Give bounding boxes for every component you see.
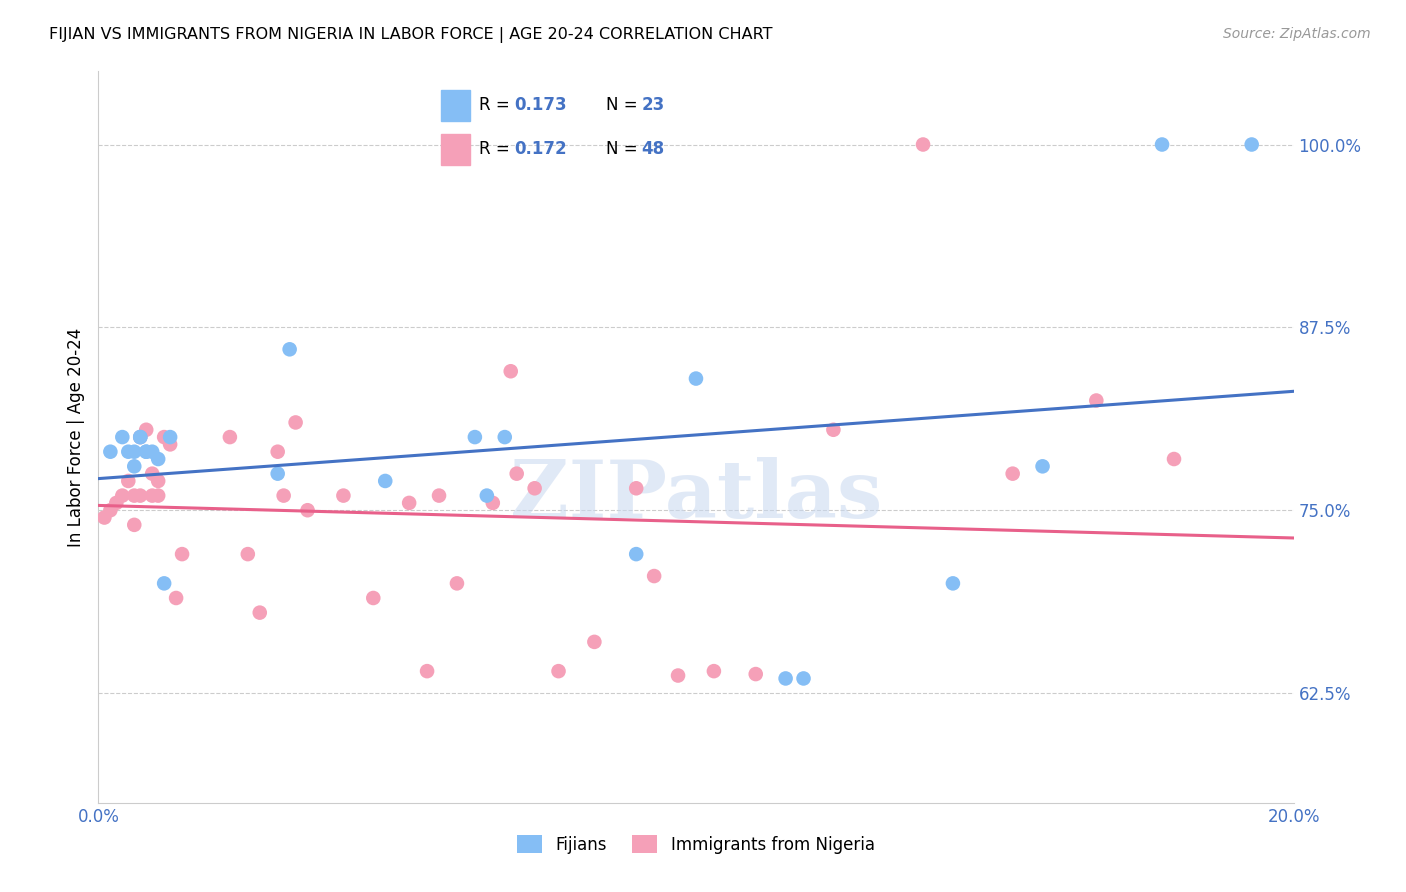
Point — [98, 444, 122, 458]
Point — [475, 489, 498, 503]
Point — [499, 364, 522, 378]
Point — [1163, 452, 1185, 467]
Point — [129, 489, 152, 503]
Point — [135, 423, 157, 437]
Text: 0.172: 0.172 — [515, 140, 567, 158]
Point — [278, 343, 301, 357]
Point — [942, 576, 965, 591]
Bar — [440, 89, 470, 120]
Text: N =: N = — [606, 140, 643, 158]
Point — [1032, 459, 1054, 474]
Point — [129, 430, 152, 444]
Point — [363, 591, 385, 605]
Point — [823, 423, 845, 437]
Point — [1085, 393, 1108, 408]
Point — [148, 489, 170, 503]
Point — [464, 430, 486, 444]
Point — [98, 503, 122, 517]
Point — [165, 591, 187, 605]
Point — [141, 467, 163, 481]
Text: N =: N = — [606, 96, 643, 114]
Text: 48: 48 — [641, 140, 665, 158]
Text: R =: R = — [479, 140, 515, 158]
Point — [494, 430, 516, 444]
Point — [1240, 137, 1263, 152]
Point — [124, 517, 146, 532]
Point — [153, 576, 176, 591]
Point — [153, 430, 176, 444]
Point — [775, 672, 797, 686]
Point — [267, 444, 290, 458]
Legend: Fijians, Immigrants from Nigeria: Fijians, Immigrants from Nigeria — [510, 829, 882, 860]
Point — [267, 467, 290, 481]
Point — [141, 489, 163, 503]
Point — [297, 503, 319, 517]
Point — [159, 437, 181, 451]
Point — [1152, 137, 1174, 152]
Point — [666, 668, 689, 682]
Text: R =: R = — [479, 96, 515, 114]
Point — [643, 569, 665, 583]
Text: FIJIAN VS IMMIGRANTS FROM NIGERIA IN LABOR FORCE | AGE 20-24 CORRELATION CHART: FIJIAN VS IMMIGRANTS FROM NIGERIA IN LAB… — [49, 27, 773, 43]
Point — [583, 635, 606, 649]
Point — [793, 672, 815, 686]
Text: 23: 23 — [641, 96, 665, 114]
Point — [159, 430, 181, 444]
Point — [523, 481, 546, 495]
Point — [93, 510, 115, 524]
Point — [249, 606, 271, 620]
Point — [703, 664, 725, 678]
Point — [129, 430, 152, 444]
Point — [135, 444, 157, 458]
Point — [547, 664, 569, 678]
Point — [284, 416, 307, 430]
Text: ZIPatlas: ZIPatlas — [510, 457, 882, 534]
Point — [117, 474, 139, 488]
Point — [745, 667, 768, 681]
Point — [626, 481, 648, 495]
Y-axis label: In Labor Force | Age 20-24: In Labor Force | Age 20-24 — [66, 327, 84, 547]
Point — [148, 474, 170, 488]
Point — [446, 576, 468, 591]
Point — [172, 547, 194, 561]
Point — [236, 547, 259, 561]
Text: 0.173: 0.173 — [515, 96, 567, 114]
Point — [124, 444, 146, 458]
Point — [416, 664, 439, 678]
Point — [398, 496, 420, 510]
Text: Source: ZipAtlas.com: Source: ZipAtlas.com — [1223, 27, 1371, 41]
Point — [984, 818, 1007, 832]
Point — [427, 489, 450, 503]
Point — [148, 452, 170, 467]
Point — [105, 496, 128, 510]
Point — [273, 489, 295, 503]
Point — [626, 547, 648, 561]
Point — [912, 137, 935, 152]
Point — [129, 430, 152, 444]
Point — [124, 459, 146, 474]
Point — [374, 474, 396, 488]
Point — [685, 371, 707, 385]
Point — [135, 444, 157, 458]
Point — [117, 444, 139, 458]
Point — [141, 444, 163, 458]
Point — [482, 496, 505, 510]
Point — [332, 489, 354, 503]
Point — [506, 467, 529, 481]
Point — [219, 430, 242, 444]
Point — [1001, 467, 1024, 481]
Bar — [440, 134, 470, 164]
Point — [124, 489, 146, 503]
Point — [111, 489, 134, 503]
Point — [111, 430, 134, 444]
